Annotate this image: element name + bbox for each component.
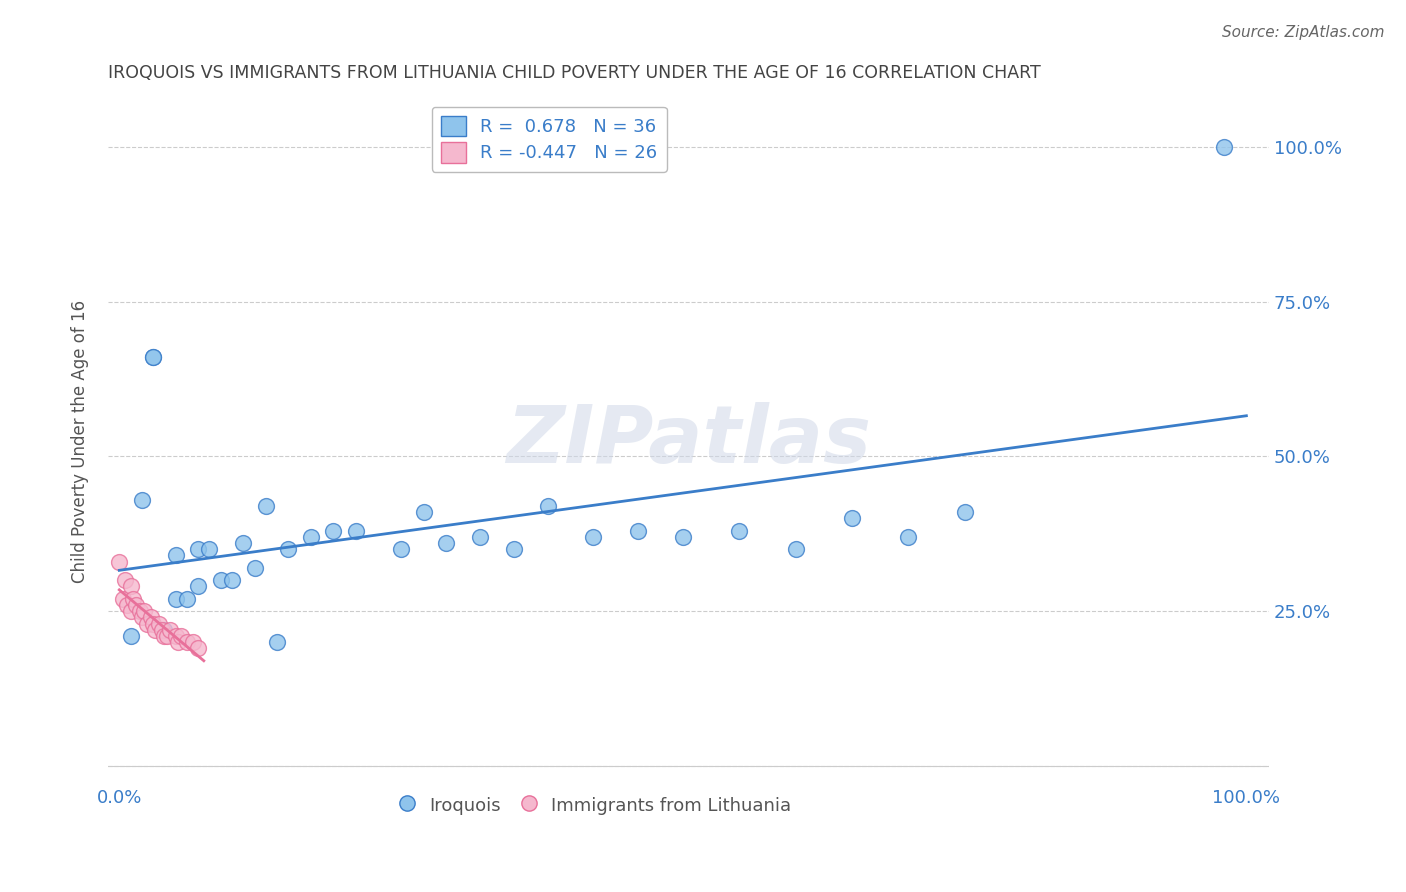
Point	[142, 351, 165, 365]
Point	[198, 542, 221, 557]
Text: ZIPatlas: ZIPatlas	[506, 402, 870, 480]
Point	[120, 629, 142, 643]
Point	[243, 561, 266, 575]
Point	[132, 604, 155, 618]
Point	[785, 542, 807, 557]
Point	[582, 530, 605, 544]
Point	[167, 635, 190, 649]
Point	[108, 555, 131, 569]
Point	[142, 351, 165, 365]
Point	[165, 549, 187, 563]
Point	[115, 598, 138, 612]
Point	[536, 499, 558, 513]
Point	[142, 616, 165, 631]
Point	[153, 629, 176, 643]
Point	[232, 536, 254, 550]
Point	[136, 616, 159, 631]
Point	[181, 635, 204, 649]
Point	[131, 492, 153, 507]
Point	[209, 573, 232, 587]
Y-axis label: Child Poverty Under the Age of 16: Child Poverty Under the Age of 16	[72, 300, 89, 582]
Point	[468, 530, 491, 544]
Point	[165, 591, 187, 606]
Point	[143, 623, 166, 637]
Point	[277, 542, 299, 557]
Point	[120, 579, 142, 593]
Point	[897, 530, 920, 544]
Point	[131, 610, 153, 624]
Point	[221, 573, 243, 587]
Point	[502, 542, 524, 557]
Point	[111, 591, 134, 606]
Point	[728, 524, 751, 538]
Point	[299, 530, 322, 544]
Point	[155, 629, 177, 643]
Point	[254, 499, 277, 513]
Point	[114, 573, 136, 587]
Point	[128, 604, 150, 618]
Text: Source: ZipAtlas.com: Source: ZipAtlas.com	[1222, 25, 1385, 40]
Point	[159, 623, 181, 637]
Point	[120, 604, 142, 618]
Point	[170, 629, 193, 643]
Point	[121, 591, 143, 606]
Point	[344, 524, 367, 538]
Point	[176, 635, 198, 649]
Point	[953, 505, 976, 519]
Point	[187, 542, 209, 557]
Point	[266, 635, 288, 649]
Point	[187, 579, 209, 593]
Point	[434, 536, 457, 550]
Point	[139, 610, 162, 624]
Point	[322, 524, 344, 538]
Point	[150, 623, 173, 637]
Point	[389, 542, 412, 557]
Text: IROQUOIS VS IMMIGRANTS FROM LITHUANIA CHILD POVERTY UNDER THE AGE OF 16 CORRELAT: IROQUOIS VS IMMIGRANTS FROM LITHUANIA CH…	[108, 64, 1040, 82]
Point	[148, 616, 170, 631]
Legend: Iroquois, Immigrants from Lithuania: Iroquois, Immigrants from Lithuania	[392, 787, 799, 823]
Point	[1212, 140, 1234, 154]
Point	[841, 511, 863, 525]
Point	[412, 505, 434, 519]
Point	[125, 598, 148, 612]
Point	[153, 623, 176, 637]
Point	[672, 530, 695, 544]
Point	[187, 641, 209, 656]
Point	[165, 629, 187, 643]
Point	[627, 524, 650, 538]
Point	[176, 591, 198, 606]
